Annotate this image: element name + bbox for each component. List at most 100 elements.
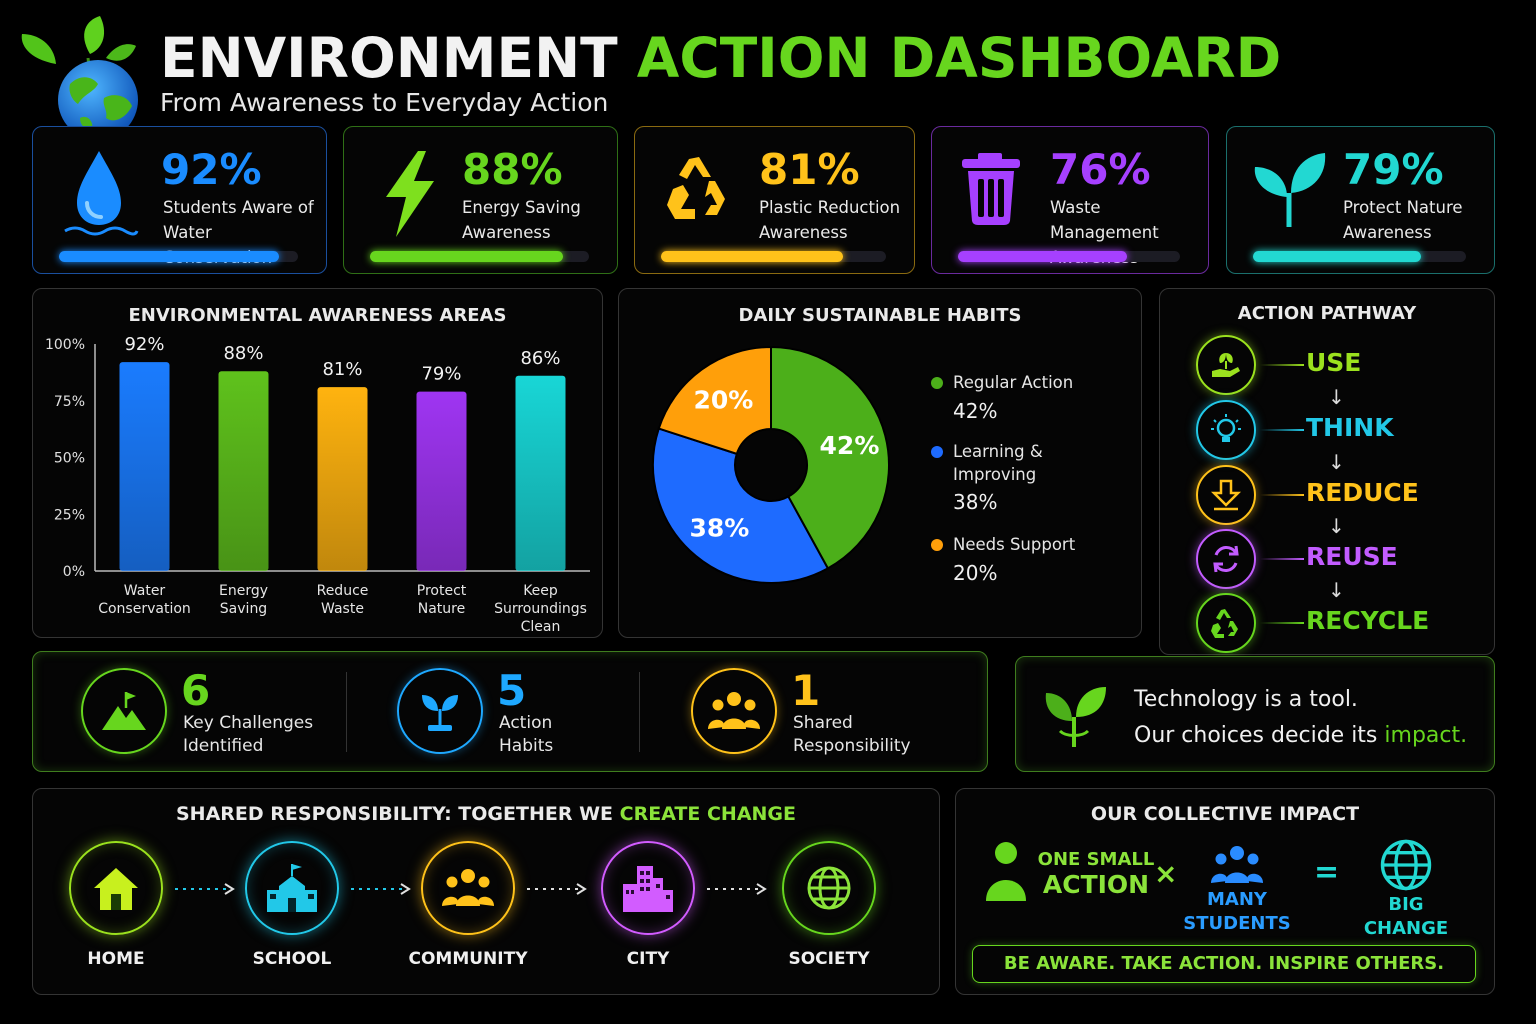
down-arrow-icon: ↓	[1328, 450, 1345, 474]
awareness-chart-title: ENVIRONMENTAL AWARENESS AREAS	[128, 305, 507, 326]
key-stat-challenges: 6 Key Challenges Identified	[81, 666, 361, 762]
progress-bar-track	[958, 251, 1180, 262]
quote-line2: Our choices decide its impact.	[1134, 723, 1467, 748]
dotted-arrow-icon	[527, 883, 587, 895]
pathway-step-think: THINK	[1196, 400, 1496, 460]
earth-with-leaves-icon	[18, 14, 143, 144]
impact-action-line1: ONE SMALL	[1037, 849, 1155, 870]
key-stat-label-line2: Identified	[183, 736, 264, 756]
key-stat-number: 1	[791, 666, 821, 715]
legend-swatch	[931, 446, 943, 458]
legend-label-line1: Learning &	[953, 442, 1043, 461]
impact-change-line2: CHANGE	[1363, 918, 1449, 939]
collective-impact-title: OUR COLLECTIVE IMPACT	[1090, 803, 1360, 825]
water-drop-icon	[57, 145, 139, 237]
legend-label: Learning & Improving	[953, 440, 1043, 486]
page-title-part2: ACTION DASHBOARD	[636, 26, 1282, 90]
pathway-word: THINK	[1306, 413, 1394, 442]
page-title: ENVIRONMENT ACTION DASHBOARD	[160, 26, 1281, 90]
habits-donut-chart: 42% 38% 20%	[652, 345, 890, 584]
shared-responsibility-title: SHARED RESPONSIBILITY: TOGETHER WE CREAT…	[33, 803, 939, 825]
chain-step-label: COMMUNITY	[408, 949, 528, 969]
chain-step-community: COMMUNITY	[399, 841, 539, 991]
hand-with-plant-icon	[1196, 335, 1256, 395]
key-stat-label-line2: Responsibility	[793, 736, 911, 756]
school-icon	[245, 841, 339, 935]
chain-step-city: CITY	[579, 841, 719, 991]
legend-value: 20%	[953, 561, 998, 585]
x-tick-label: Protect	[417, 583, 467, 599]
impact-change-line1: BIG	[1388, 894, 1424, 915]
divider	[346, 672, 347, 752]
y-tick-label: 75%	[54, 394, 85, 410]
progress-bar-fill	[1253, 251, 1422, 262]
progress-bar-fill	[958, 251, 1127, 262]
chain-step-label: CITY	[626, 949, 670, 969]
stat-label-line2: Awareness	[462, 223, 551, 242]
pathway-word: USE	[1306, 348, 1362, 377]
stat-label-line2: Water Conservation	[163, 223, 272, 267]
plant-icon	[397, 668, 483, 754]
impact-action-line2: ACTION	[1042, 870, 1150, 899]
chain-step-society: SOCIETY	[760, 841, 900, 991]
impact-students-line1: MANY	[1207, 889, 1267, 910]
stat-label-line1: Energy Saving	[462, 198, 581, 217]
stat-percent: 76%	[1050, 145, 1151, 194]
stat-label-line1: Protect Nature	[1343, 198, 1463, 217]
stat-card-water: 92% Students Aware of Water Conservation	[32, 126, 327, 274]
action-pathway-title: ACTION PATHWAY	[1237, 303, 1417, 324]
shared-responsibility-panel: SHARED RESPONSIBILITY: TOGETHER WE CREAT…	[32, 788, 940, 995]
x-tick-label: Clean	[521, 619, 561, 635]
pathway-connector	[1260, 622, 1304, 624]
action-pathway-panel: ACTION PATHWAY USE ↓ THINK ↓ REDUCE ↓ RE…	[1159, 288, 1495, 655]
progress-bar-track	[59, 251, 298, 262]
pie-slice	[770, 345, 890, 570]
stat-label: Protect Nature Awareness	[1343, 195, 1463, 245]
person-icon	[984, 839, 1028, 905]
chain-step-school: SCHOOL	[223, 841, 363, 991]
stat-label-line1: Waste Management	[1050, 198, 1159, 242]
sprout-icon	[1251, 145, 1333, 237]
globe-icon	[782, 841, 876, 935]
x-tick-label: Nature	[418, 601, 465, 617]
trash-bin-icon	[956, 145, 1038, 237]
legend-label: Regular Action	[953, 371, 1073, 394]
legend-label-line1: Regular Action	[953, 373, 1074, 392]
dotted-arrow-icon	[351, 883, 411, 895]
key-stat-label: Action Habits	[499, 712, 553, 758]
bar-value-label: 79%	[421, 364, 461, 385]
pathway-connector	[1260, 494, 1304, 496]
stat-label: Energy Saving Awareness	[462, 195, 581, 245]
key-stat-label: Key Challenges Identified	[183, 712, 313, 758]
stat-label: Plastic Reduction Awareness	[759, 195, 900, 245]
people-group-icon	[1206, 843, 1268, 887]
stat-card-energy: 88% Energy Saving Awareness	[343, 126, 618, 274]
pathway-step-reduce: REDUCE	[1196, 465, 1496, 525]
x-tick-label: Energy	[219, 583, 268, 599]
bar	[119, 362, 170, 571]
lightbulb-icon	[1196, 400, 1256, 460]
city-buildings-icon	[601, 841, 695, 935]
legend-label-line2: Improving	[953, 465, 1037, 484]
slogan-banner: BE AWARE. TAKE ACTION. INSPIRE OTHERS.	[972, 945, 1476, 983]
pathway-step-use: USE	[1196, 335, 1496, 395]
impact-action: ONE SMALL ACTION	[1034, 849, 1158, 899]
pie-value-label: 42%	[820, 431, 880, 460]
collective-impact-panel: OUR COLLECTIVE IMPACT ONE SMALL ACTION ×…	[955, 788, 1495, 995]
reduce-arrow-icon	[1196, 465, 1256, 525]
stat-card-plastic: 81% Plastic Reduction Awareness	[634, 126, 915, 274]
stat-label-line1: Students Aware of	[163, 198, 314, 217]
stat-percent: 79%	[1343, 145, 1444, 194]
recycle-icon	[659, 145, 741, 237]
stat-percent: 88%	[462, 145, 563, 194]
shared-title-start: SHARED RESPONSIBILITY: TOGETHER WE	[175, 803, 614, 825]
habits-chart-panel: DAILY SUSTAINABLE HABITS 42% 38% 20% Regul…	[618, 288, 1142, 638]
bar-value-label: 88%	[223, 343, 263, 364]
x-tick-label: Waste	[321, 601, 364, 617]
stat-label-line2: Awareness	[1343, 223, 1432, 242]
key-stat-number: 6	[181, 666, 211, 715]
progress-bar-track	[661, 251, 886, 262]
quote-line1: Technology is a tool.	[1134, 687, 1358, 712]
chain-step-label: SCHOOL	[252, 949, 332, 969]
x-tick-label: Water	[124, 583, 166, 599]
